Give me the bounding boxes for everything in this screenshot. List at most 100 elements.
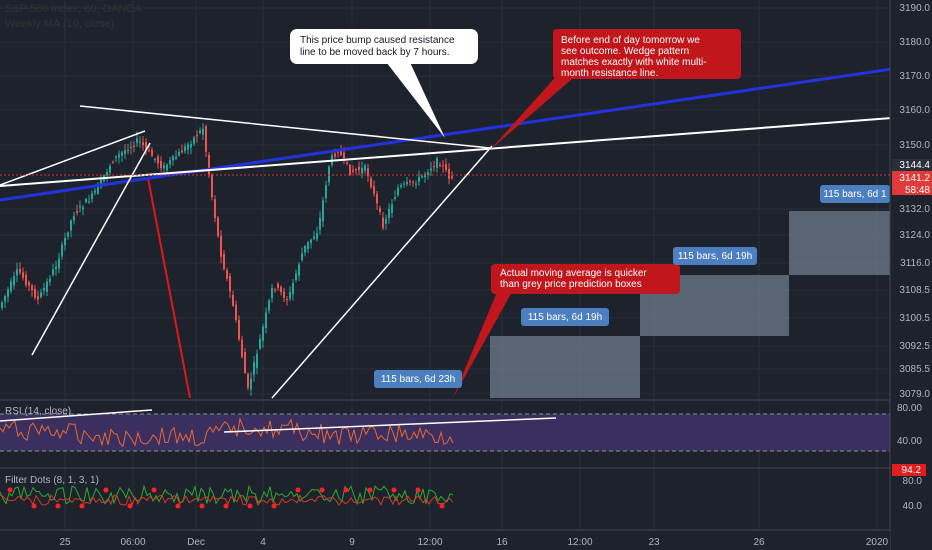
candle-body	[112, 161, 114, 163]
candle-body	[352, 169, 354, 172]
candle-body	[367, 168, 369, 177]
filter-dot	[31, 503, 37, 509]
candle-body	[316, 233, 318, 240]
filter-dot	[319, 487, 325, 493]
price-tick-label: 3150.0	[899, 140, 930, 151]
candle-body	[46, 281, 48, 292]
candle-body	[229, 276, 231, 292]
candle-body	[76, 211, 78, 213]
candle-body	[64, 237, 66, 246]
trend-line	[31, 142, 151, 356]
candle-body	[88, 200, 90, 203]
weekly-moving-average-line	[0, 67, 893, 202]
wedge-support-line	[271, 145, 493, 399]
candle-body	[436, 158, 438, 168]
candle-body	[55, 266, 57, 269]
candle-body	[148, 150, 150, 152]
candle-body	[169, 160, 171, 165]
candle-body	[403, 183, 405, 185]
red-callout-top	[553, 29, 741, 79]
range-label-box	[374, 370, 462, 388]
candle-body	[445, 164, 447, 171]
candle-body	[133, 145, 135, 147]
rsi-value-badge	[892, 464, 926, 476]
red-callout-top-text: Before end of day tomorrow we see outcome…	[561, 35, 707, 79]
time-tick-label: 25	[59, 537, 71, 548]
candle-body	[439, 164, 441, 166]
candle-body	[358, 166, 360, 171]
candle-body	[28, 282, 30, 286]
candle-body	[238, 319, 240, 340]
candle-body	[379, 208, 381, 212]
range-label-box	[820, 185, 890, 203]
filter-dots-pane: Filter Dots (8, 1, 3, 1)	[0, 475, 454, 509]
candle-body	[79, 205, 81, 208]
candle-body	[91, 193, 93, 199]
candle-body	[4, 296, 6, 302]
candle-body	[328, 166, 330, 183]
filter-dot	[415, 487, 421, 493]
candle-body	[442, 165, 444, 167]
time-tick-label: 23	[648, 537, 660, 548]
candle-body	[307, 242, 309, 250]
candle-body	[16, 269, 18, 276]
candle-body	[163, 165, 165, 169]
red-drop-line	[147, 177, 191, 399]
candle-body	[175, 156, 177, 159]
candle-body	[421, 175, 423, 177]
candle-body	[451, 176, 453, 179]
candle-body	[433, 166, 435, 168]
candle-body	[139, 141, 141, 143]
candle-body	[241, 339, 243, 357]
candle-body	[220, 235, 222, 257]
filter-dots-label: Filter Dots (8, 1, 3, 1)	[5, 475, 99, 486]
candle-body	[430, 168, 432, 171]
filter-dot	[271, 503, 277, 509]
candle-body	[154, 159, 156, 161]
price-tick-label: 3180.0	[899, 37, 930, 48]
filter-dots-fast-line	[0, 484, 454, 506]
filter-dot	[151, 487, 157, 493]
rsi-value-label: 94.2	[902, 465, 922, 476]
candle-body	[181, 150, 183, 153]
candle-body	[397, 187, 399, 196]
filter-dot	[223, 503, 229, 509]
candle-body	[109, 166, 111, 173]
range-label: 115 bars, 6d 1	[823, 189, 887, 200]
time-tick-label: 16	[496, 537, 508, 548]
candle-body	[409, 180, 411, 182]
price-tick-label: 3160.0	[899, 105, 930, 116]
candle-body	[19, 268, 21, 273]
candle-body	[280, 286, 282, 292]
trend-lines	[0, 67, 893, 399]
candle-body	[58, 258, 60, 269]
candle-body	[184, 146, 186, 152]
candle-body	[202, 128, 204, 135]
price-tick-label: 3092.5	[899, 341, 930, 352]
candle-body	[337, 151, 339, 153]
rsi-pane: RSI (14, close)	[0, 406, 890, 452]
current-price-label: 3141.2	[899, 173, 930, 184]
candle-body	[346, 162, 348, 164]
candle-body	[376, 193, 378, 204]
candle-body	[97, 184, 99, 194]
candle-body	[412, 181, 414, 183]
candle-body	[205, 126, 207, 152]
prediction-box	[789, 211, 890, 275]
candle-body	[391, 204, 393, 213]
candle-body	[190, 143, 192, 148]
candle-body	[400, 185, 402, 187]
candle-body	[373, 186, 375, 194]
candle-body	[292, 282, 294, 295]
candle-body	[406, 182, 408, 185]
price-tick-label: 3132.0	[899, 204, 930, 215]
time-tick-label: Dec	[187, 537, 205, 548]
candle-body	[289, 291, 291, 299]
candle-body	[208, 154, 210, 176]
candle-body	[124, 150, 126, 155]
candle-body	[361, 167, 363, 174]
filter-dot	[55, 503, 61, 509]
candle-body	[310, 239, 312, 243]
candle-body	[199, 130, 201, 133]
